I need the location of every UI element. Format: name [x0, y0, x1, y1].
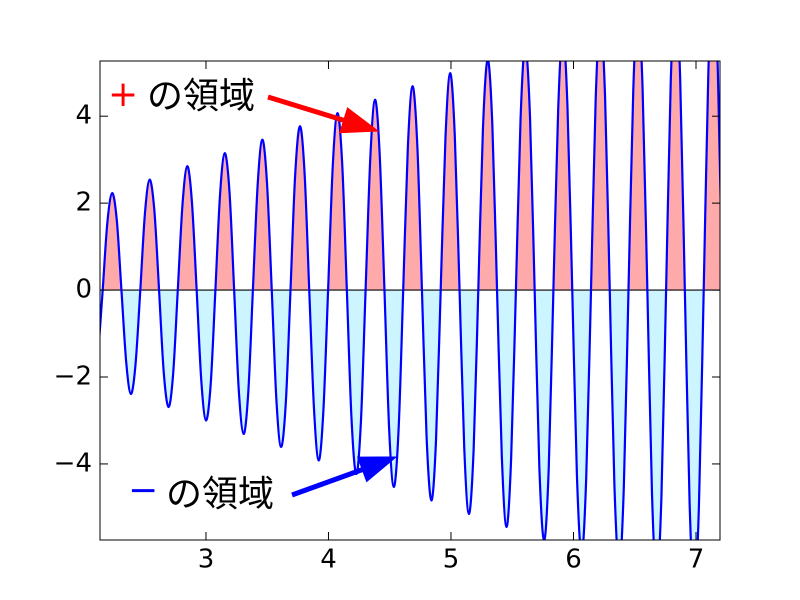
line — [100, 61, 720, 540]
x-tick-label: 6 — [565, 545, 582, 575]
y-tick-label: 0 — [75, 275, 92, 305]
arrow-head — [339, 107, 380, 134]
negative-area — [100, 290, 704, 540]
y-tick-label: 2 — [75, 188, 92, 218]
arrow-shaft — [267, 94, 347, 124]
x-tick-label: 5 — [443, 545, 460, 575]
arrow-shaft — [291, 466, 365, 498]
x-tick-label: 7 — [688, 545, 705, 575]
x-tick-label: 3 — [198, 545, 215, 575]
y-tick-label: −2 — [54, 362, 92, 392]
positive-area — [100, 61, 720, 291]
annotation-plus: + の領域 — [108, 74, 380, 134]
annotation-minus: − の領域 — [128, 456, 398, 515]
axes-frame — [99, 60, 721, 541]
plot-area — [100, 61, 720, 540]
y-tick-label: 4 — [75, 101, 92, 131]
annotation-symbol: − — [128, 470, 158, 511]
x-tick-label: 4 — [320, 545, 337, 575]
ticks: −4 −2 0 2 4 3 4 5 6 7 — [54, 61, 720, 575]
annotation-symbol: + — [108, 74, 138, 115]
annotation-text: の領域 — [147, 76, 255, 117]
y-tick-label: −4 — [54, 448, 92, 478]
arrow-head — [356, 456, 398, 483]
annotation-text: の領域 — [166, 474, 274, 515]
